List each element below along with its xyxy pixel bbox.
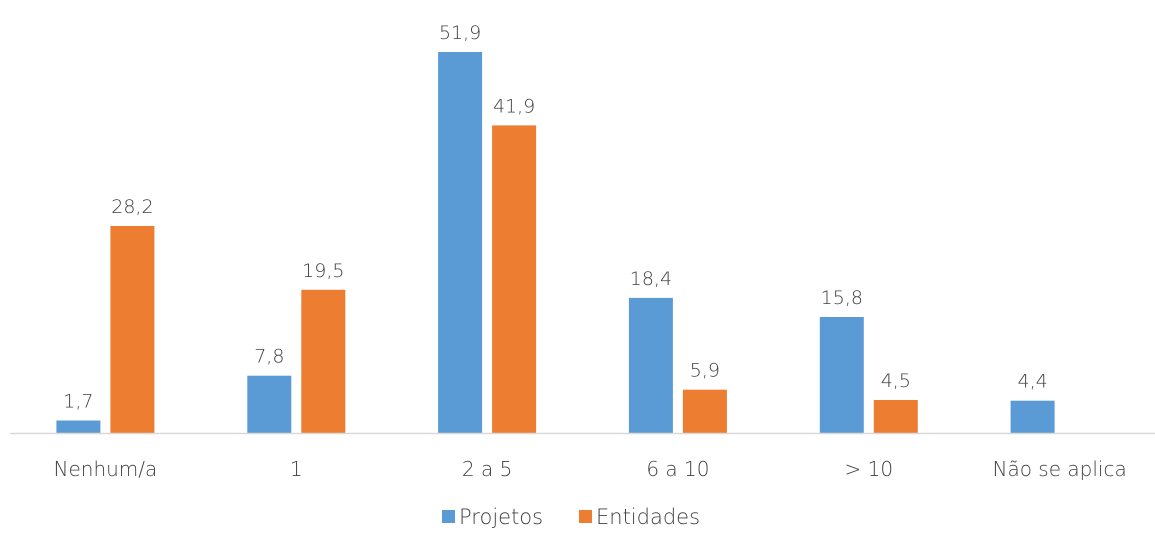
legend-swatch-projetos: [442, 510, 455, 523]
category-label: 2 a 5: [462, 457, 512, 481]
data-label-projetos: 1,7: [63, 391, 93, 413]
data-label-entidades: 5,9: [690, 360, 720, 382]
data-label-entidades: 41,9: [493, 95, 535, 117]
legend-label-entidades: Entidades: [596, 505, 700, 529]
bar-entidades: [873, 400, 918, 433]
data-label-projetos: 18,4: [630, 268, 672, 290]
data-label-entidades: 28,2: [111, 196, 153, 218]
data-labels-group: 1,7 28,2 7,8 19,5 51,9 41,9 18,4 5,9 15,8 4,5 4,4: [63, 22, 1047, 413]
bar-projetos: [819, 317, 864, 433]
bar-projetos: [438, 52, 483, 433]
category-label: Nenhum/a: [54, 457, 158, 481]
bar-projetos: [628, 297, 673, 433]
bar-projetos: [247, 375, 292, 433]
legend: Projetos Entidades: [442, 505, 700, 529]
legend-swatch-entidades: [579, 510, 592, 523]
bars-group: [56, 52, 1055, 434]
bar-entidades: [301, 289, 346, 433]
bar-entidades: [110, 226, 155, 433]
data-label-projetos: 51,9: [439, 22, 481, 44]
category-label: Não se aplica: [992, 457, 1126, 481]
data-label-projetos: 4,4: [1017, 371, 1047, 393]
bar-entidades: [682, 389, 727, 433]
bar-entidades: [492, 125, 537, 434]
category-labels-group: Nenhum/a 1 2 a 5 6 a 10 > 10 Não se aplica: [54, 457, 1127, 481]
data-label-projetos: 15,8: [821, 287, 863, 309]
category-label: 1: [290, 457, 303, 481]
bar-projetos: [1010, 400, 1055, 433]
category-label: > 10: [845, 457, 894, 481]
legend-label-projetos: Projetos: [459, 505, 543, 529]
category-label: 6 a 10: [646, 457, 709, 481]
data-label-entidades: 4,5: [881, 370, 911, 392]
data-label-entidades: 19,5: [302, 260, 344, 282]
bar-projetos: [56, 420, 101, 433]
data-label-projetos: 7,8: [254, 346, 284, 368]
